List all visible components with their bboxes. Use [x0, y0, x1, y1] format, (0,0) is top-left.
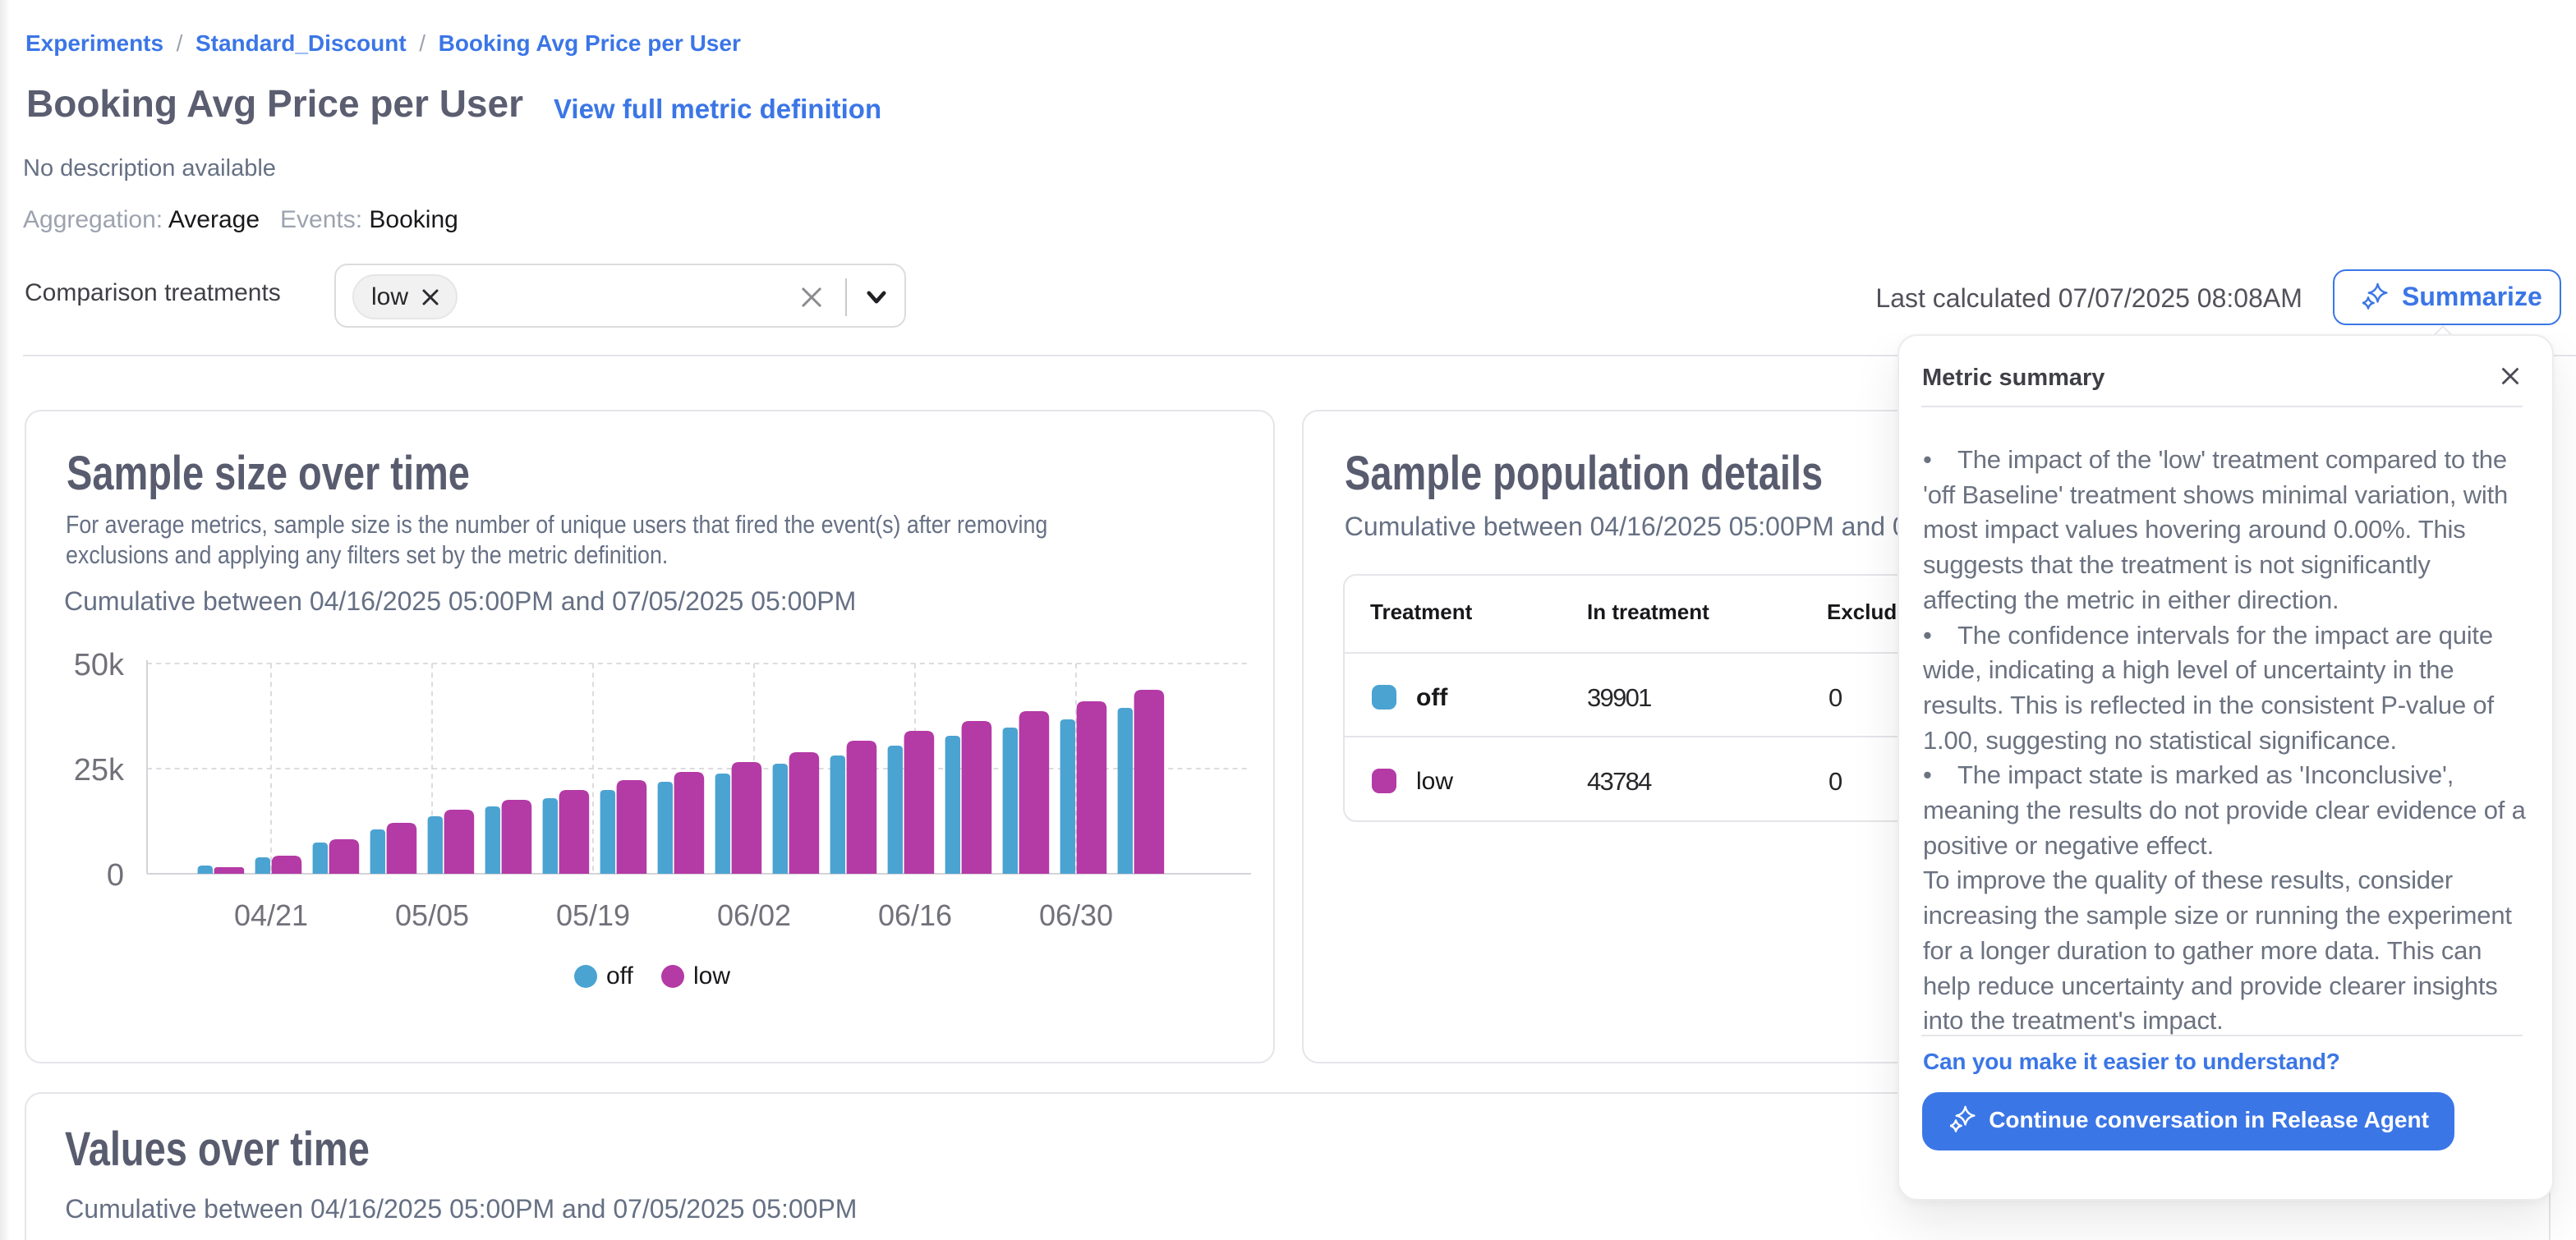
svg-text:25k: 25k: [74, 753, 125, 788]
svg-text:05/19: 05/19: [556, 898, 630, 932]
svg-text:0: 0: [107, 858, 124, 893]
svg-text:04/21: 04/21: [234, 898, 308, 932]
svg-text:05/05: 05/05: [395, 898, 469, 932]
svg-text:06/30: 06/30: [1039, 898, 1113, 932]
svg-text:06/02: 06/02: [717, 898, 791, 932]
svg-text:50k: 50k: [74, 649, 125, 682]
svg-text:06/16: 06/16: [878, 898, 952, 932]
